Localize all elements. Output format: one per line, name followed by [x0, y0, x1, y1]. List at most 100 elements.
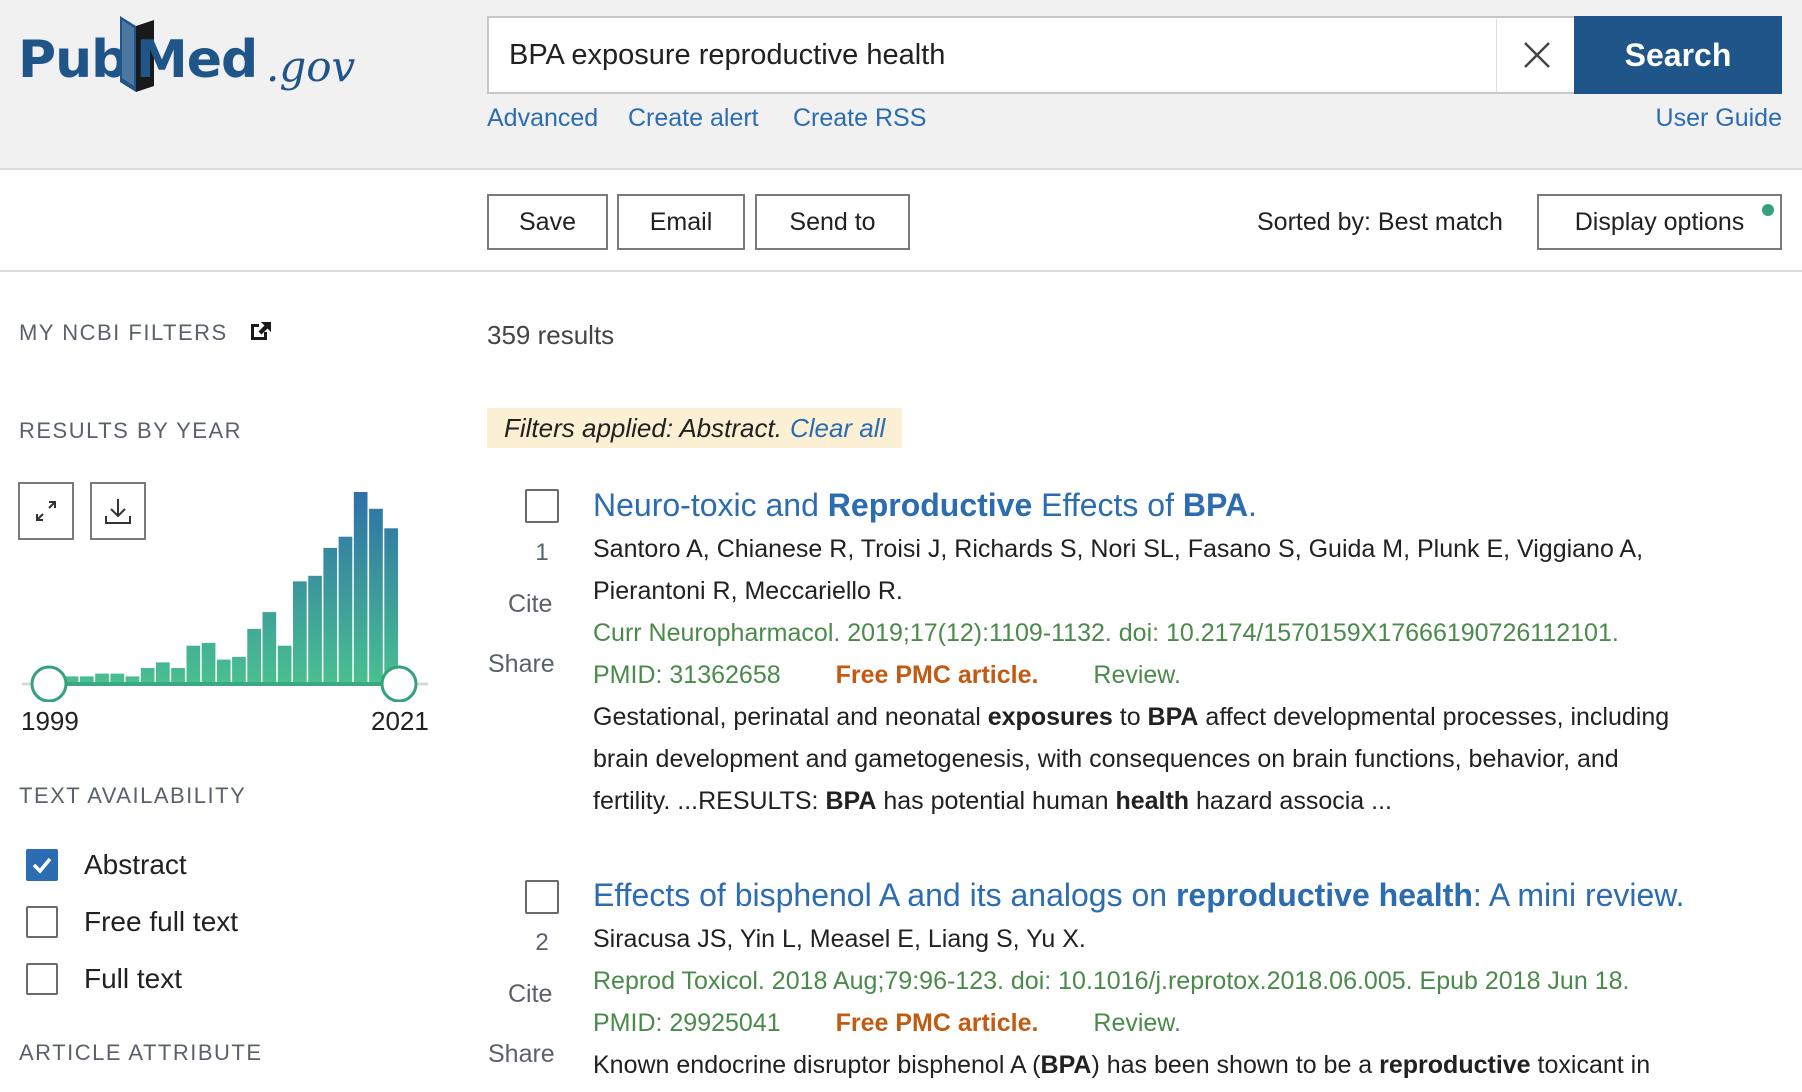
- year-bar-2008[interactable]: [186, 645, 201, 682]
- share-button[interactable]: Share: [488, 1040, 555, 1068]
- year-bar-2009[interactable]: [201, 642, 216, 682]
- title-text: Neuro-toxic and: [593, 487, 828, 523]
- abstract-checkbox[interactable]: [26, 849, 58, 881]
- free-full-text-checkbox[interactable]: [26, 906, 58, 938]
- results-by-year-chart[interactable]: [18, 482, 438, 702]
- year-bar-2019[interactable]: [353, 492, 368, 682]
- year-bar-2013[interactable]: [262, 612, 277, 682]
- result-pubtype: Review.: [1093, 1009, 1181, 1037]
- result-snippet-line3: fertility. ...RESULTS: BPA has potential…: [593, 787, 1392, 816]
- year-bar-2018[interactable]: [338, 536, 353, 682]
- year-bar-2016[interactable]: [308, 575, 322, 682]
- save-button[interactable]: Save: [487, 194, 608, 250]
- year-bar-2014[interactable]: [277, 645, 292, 682]
- result-snippet: Known endocrine disruptor bisphenol A (B…: [593, 1051, 1650, 1080]
- download-chart-button[interactable]: [90, 482, 146, 540]
- year-bar-2004[interactable]: [125, 676, 140, 682]
- my-ncbi-filters-heading[interactable]: MY NCBI FILTERS: [19, 320, 273, 346]
- result-citation: Curr Neuropharmacol. 2019;17(12):1109-11…: [593, 619, 1619, 647]
- snippet-text: toxicant in: [1530, 1051, 1651, 1079]
- result-number: 1: [535, 539, 549, 566]
- search-box: [487, 16, 1574, 94]
- result-title-link[interactable]: Neuro-toxic and Reproductive Effects of …: [593, 487, 1257, 524]
- snippet-text: to: [1112, 703, 1148, 731]
- filter-full-text[interactable]: Full text: [26, 959, 182, 999]
- year-bar-2021[interactable]: [384, 528, 398, 682]
- result-meta: PMID: 31362658 Free PMC article. Review.: [593, 661, 1181, 690]
- title-text: Effects of: [1032, 487, 1183, 523]
- snippet-highlight: health: [1115, 787, 1190, 815]
- snippet-highlight: BPA: [825, 787, 877, 815]
- snippet-highlight: BPA: [1147, 703, 1199, 731]
- clear-search-button[interactable]: [1496, 18, 1576, 92]
- result-checkbox[interactable]: [525, 489, 559, 523]
- create-alert-link[interactable]: Create alert: [628, 104, 759, 132]
- display-options-button[interactable]: Display options: [1537, 194, 1782, 250]
- year-slider-start-handle[interactable]: [30, 665, 68, 702]
- snippet-text: has potential human: [876, 787, 1116, 815]
- free-pmc-article-link[interactable]: Free PMC article.: [835, 661, 1039, 689]
- clear-all-filters-link[interactable]: Clear all: [789, 412, 886, 443]
- free-full-text-filter-label: Free full text: [84, 906, 239, 937]
- send-to-button[interactable]: Send to: [755, 194, 910, 250]
- logo-gov: .gov: [266, 42, 356, 91]
- title-highlight: BPA: [1182, 487, 1249, 523]
- email-button[interactable]: Email: [617, 194, 745, 250]
- filter-abstract[interactable]: Abstract: [26, 845, 187, 885]
- abstract-filter-label: Abstract: [84, 849, 187, 880]
- text-availability-heading: TEXT AVAILABILITY: [19, 783, 247, 808]
- year-slider-end-handle[interactable]: [380, 665, 418, 702]
- create-rss-link[interactable]: Create RSS: [793, 104, 927, 132]
- filter-free-full-text[interactable]: Free full text: [26, 902, 238, 942]
- year-bar-2020[interactable]: [369, 508, 383, 682]
- title-text: Effects of bisphenol A and its analogs o…: [593, 877, 1176, 913]
- result-snippet-line2: brain development and gametogenesis, wit…: [593, 745, 1619, 773]
- year-bar-2003[interactable]: [110, 673, 125, 682]
- result-snippet: Gestational, perinatal and neonatal expo…: [593, 703, 1669, 732]
- year-bar-2007[interactable]: [171, 668, 185, 682]
- full-text-checkbox[interactable]: [26, 963, 58, 995]
- download-icon: [105, 499, 131, 524]
- year-bar-2017[interactable]: [323, 547, 338, 682]
- result-pmid: PMID: 31362658: [593, 661, 781, 689]
- share-button[interactable]: Share: [488, 650, 555, 678]
- search-input[interactable]: [509, 18, 1469, 92]
- snippet-highlight: BPA: [1040, 1051, 1092, 1079]
- year-bar-2011[interactable]: [232, 656, 246, 682]
- cite-button[interactable]: Cite: [508, 590, 553, 618]
- result-title-link[interactable]: Effects of bisphenol A and its analogs o…: [593, 877, 1685, 914]
- year-end-label: 2021: [371, 706, 429, 736]
- year-bar-2015[interactable]: [293, 581, 307, 682]
- header: Pub Med .gov Search Advanced Create aler…: [0, 0, 1802, 170]
- result-citation: Reprod Toxicol. 2018 Aug;79:96-123. doi:…: [593, 967, 1630, 995]
- snippet-text: affect developmental processes, includin…: [1198, 703, 1670, 731]
- cite-button[interactable]: Cite: [508, 980, 553, 1008]
- result-checkbox[interactable]: [525, 880, 559, 914]
- search-button[interactable]: Search: [1574, 16, 1782, 94]
- pubmed-logo[interactable]: Pub Med .gov: [18, 12, 355, 102]
- results-by-year-heading: RESULTS BY YEAR: [19, 418, 243, 443]
- result-number: 2: [535, 929, 549, 956]
- filters-applied-text: Filters applied: Abstract.: [504, 412, 782, 443]
- title-text: : A mini review.: [1472, 877, 1685, 913]
- year-bar-2001[interactable]: [79, 676, 94, 682]
- result-authors: Santoro A, Chianese R, Troisi J, Richard…: [593, 535, 1644, 563]
- year-bar-2002[interactable]: [95, 673, 109, 682]
- logo-med: Med: [136, 30, 258, 90]
- book-icon: [120, 16, 154, 92]
- free-pmc-article-link[interactable]: Free PMC article.: [835, 1009, 1039, 1037]
- sort-order[interactable]: Sorted by: Best match: [1257, 208, 1503, 236]
- year-bar-2012[interactable]: [247, 628, 261, 682]
- user-guide-link[interactable]: User Guide: [1655, 104, 1782, 132]
- filters-applied-banner: Filters applied: Abstract. Clear all: [487, 408, 903, 448]
- result-pubtype: Review.: [1093, 661, 1181, 689]
- results-toolbar: Save Email Send to Sorted by: Best match…: [0, 172, 1802, 272]
- year-bar-2006[interactable]: [156, 662, 170, 682]
- article-attribute-heading: ARTICLE ATTRIBUTE: [19, 1040, 263, 1065]
- year-bar-2000[interactable]: [64, 676, 79, 682]
- year-bar-2010[interactable]: [216, 659, 231, 682]
- year-bar-2005[interactable]: [140, 668, 155, 682]
- expand-chart-button[interactable]: [18, 482, 74, 540]
- full-text-filter-label: Full text: [84, 963, 183, 994]
- advanced-link[interactable]: Advanced: [487, 104, 599, 132]
